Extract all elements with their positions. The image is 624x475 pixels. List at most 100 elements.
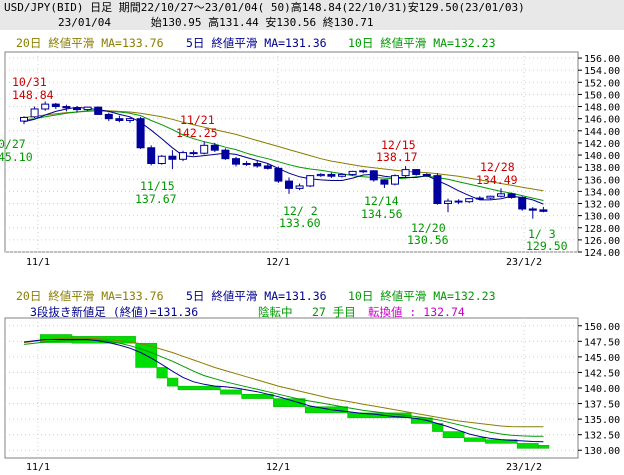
candle-body [41, 103, 50, 110]
candle-body [62, 106, 71, 109]
candle-body [391, 175, 399, 185]
top-ma5-line [23, 106, 544, 205]
annotation-hi-1121-val: 142.25 [176, 126, 218, 140]
candle-body [51, 103, 60, 108]
top-panel-frame [4, 51, 579, 253]
candle-body [433, 175, 442, 205]
bottom-y-tick-label: 142.50 [584, 368, 620, 379]
candle-body [369, 170, 378, 181]
top-ma10-legend: 10日 終値平滑 MA=132.23 [348, 36, 496, 50]
bottom-y-tick-label: 135.00 [584, 415, 620, 426]
candle-body [465, 198, 474, 203]
trend-status-label: 陰転中 [258, 305, 293, 319]
three-line-break-brick [538, 444, 550, 449]
annotation-hi-1121-date: 11/21 [180, 113, 215, 127]
candle-body [73, 107, 81, 111]
candle-body [157, 155, 166, 165]
top-y-tick-label: 128.00 [584, 224, 620, 235]
candle-body [232, 158, 240, 165]
annotation-lo-1115-date: 11/15 [140, 179, 175, 193]
candle-body [104, 113, 113, 120]
candle-body [200, 144, 209, 154]
candle-body [115, 118, 124, 121]
annotation-lo-0103-date: 1/ 3 [528, 227, 556, 241]
top-ma20-line [23, 110, 544, 192]
three-line-break-brick [463, 437, 486, 442]
candle-body [94, 106, 103, 115]
top-y-tick-label: 152.00 [584, 78, 620, 89]
bottom-x-tick-label: 11/1 [26, 462, 50, 473]
annotation-hi-1228-val: 134.49 [476, 173, 518, 187]
top-y-tick-label: 156.00 [584, 54, 620, 65]
candle-body [147, 147, 156, 165]
annotation-lo-1027-date: 0/27 [0, 137, 26, 151]
header-ohlc-line: 23/01/04 始130.95 高131.44 安130.56 終130.71 [58, 16, 374, 29]
bottom-ma5-line [23, 339, 544, 443]
candle-body [285, 180, 293, 189]
three-line-break-label: 3段抜き新値足 (終値)=131.36 [30, 305, 199, 319]
candle-body [306, 175, 315, 187]
candle-body [359, 170, 368, 173]
three-line-break-brick [516, 443, 539, 449]
candle-body [20, 116, 28, 122]
candle-body [136, 118, 145, 149]
three-line-break-brick [273, 398, 306, 407]
candle-body [528, 208, 537, 211]
candle-body [242, 163, 251, 166]
three-line-break-brick [347, 412, 412, 419]
three-line-break-brick [304, 406, 348, 414]
candle-body [412, 169, 421, 175]
annotation-hi-1228-date: 12/28 [480, 160, 515, 174]
bottom-y-tick-label: 147.50 [584, 337, 620, 348]
annotation-hi-1031-val: 148.84 [12, 88, 54, 102]
three-line-break-brick [167, 377, 179, 387]
candle-body [348, 170, 357, 175]
top-y-tick-label: 134.00 [584, 187, 620, 198]
reversal-value-label: 転換値 : 132.74 [368, 305, 465, 319]
candle-body [454, 200, 463, 203]
candle-body [518, 196, 527, 210]
bottom-ma10-legend: 10日 終値平滑 MA=132.23 [348, 289, 496, 303]
candle-body [422, 173, 431, 177]
top-y-tick-label: 142.00 [584, 139, 620, 150]
bottom-ma20-line [23, 337, 544, 428]
annotation-lo-1202-date: 12/ 2 [283, 204, 318, 218]
candle-body [263, 165, 272, 169]
top-y-tick-label: 148.00 [584, 103, 620, 114]
top-y-tick-label: 138.00 [584, 163, 620, 174]
top-y-tick-label: 140.00 [584, 151, 620, 162]
annotation-lo-1220-date: 12/20 [411, 221, 446, 235]
top-x-tick-label: 12/1 [266, 257, 290, 268]
candle-body [221, 149, 230, 160]
bottom-ma5-legend: 5日 終値平滑 MA=131.36 [186, 289, 327, 303]
candle-body [338, 173, 346, 177]
candle-body [189, 152, 198, 155]
candle-body [168, 155, 177, 160]
candle-body [126, 118, 134, 121]
candle-body [380, 179, 389, 185]
candle-body [327, 173, 336, 177]
bottom-ma20-legend: 20日 終値平滑 MA=133.76 [16, 289, 164, 303]
bottom-y-tick-label: 130.00 [584, 446, 620, 457]
three-line-break-brick [410, 417, 433, 424]
candle-body [316, 173, 325, 177]
three-line-break-brick [156, 367, 168, 379]
candle-body [539, 209, 548, 212]
bottom-y-tick-label: 150.00 [584, 322, 620, 333]
annotation-lo-1202-val: 133.60 [279, 216, 321, 230]
candle-body [507, 193, 516, 198]
top-y-tick-label: 150.00 [584, 90, 620, 101]
top-ma20-legend: 20日 終値平滑 MA=133.76 [16, 36, 164, 50]
annotation-lo-1220-val: 130.56 [407, 233, 449, 247]
annotation-hi-1031-date: 10/31 [12, 75, 47, 89]
top-y-tick-label: 132.00 [584, 200, 620, 211]
annotation-lo-0103-val: 129.50 [526, 239, 568, 253]
top-ma5-legend: 5日 終値平滑 MA=131.36 [186, 36, 327, 50]
candle-body [30, 108, 39, 118]
candle-body [210, 144, 219, 151]
header-summary-line: USD/JPY(BID) 日足 期間22/10/27～23/01/04( 50)… [4, 1, 525, 14]
top-y-tick-label: 136.00 [584, 175, 620, 186]
three-line-break-brick [177, 385, 221, 391]
count-label: 27 手目 [312, 305, 356, 319]
